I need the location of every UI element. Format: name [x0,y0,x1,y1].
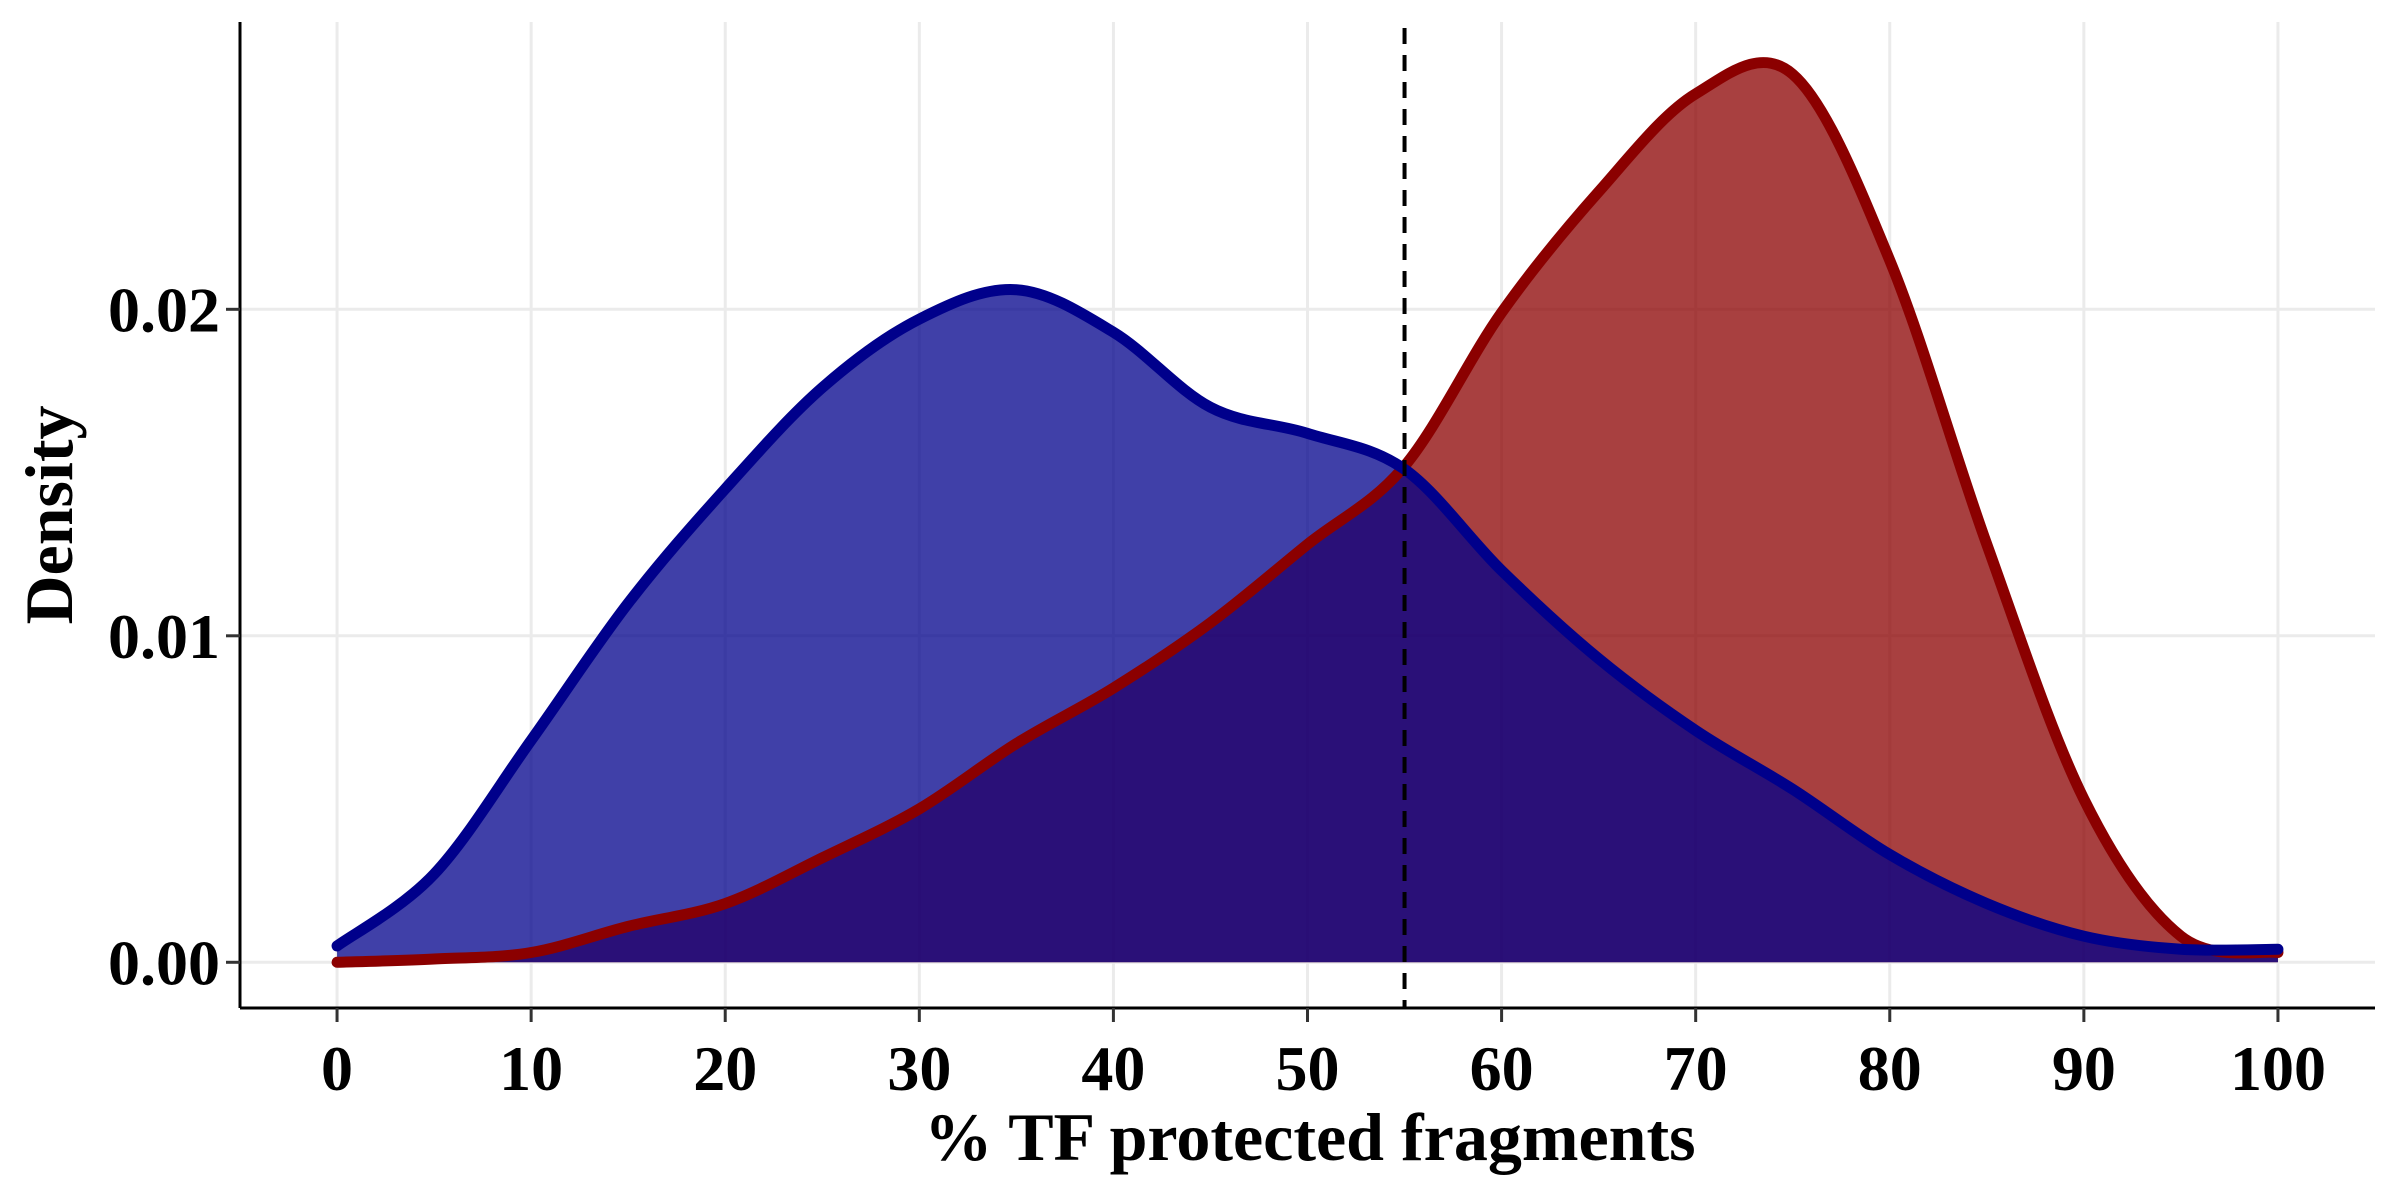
y-tick-label: 0.02 [108,274,220,345]
x-tick-label: 10 [499,1033,563,1104]
x-tick-label: 90 [2052,1033,2116,1104]
y-tick-label: 0.01 [108,601,220,672]
x-tick-label: 100 [2230,1033,2326,1104]
y-axis-title: Density [11,405,87,624]
density-curve-2 [331,284,2284,956]
x-tick-label: 40 [1081,1033,1145,1104]
x-tick-label: 20 [693,1033,757,1104]
x-tick-label: 0 [321,1033,353,1104]
tick-layer: 0 10 20 30 40 50 60 70 80 90 100 0.00 0.01 0.02 [108,274,2326,1104]
x-tick-label: 50 [1276,1033,1340,1104]
density-area-fill-1 [337,62,2278,963]
x-tick-label: 60 [1470,1033,1534,1104]
x-axis-title: % TF protected fragments [924,1099,1695,1175]
y-tick-label: 0.00 [108,927,220,998]
x-tick-label: 80 [1858,1033,1922,1104]
x-tick-label: 70 [1664,1033,1728,1104]
x-tick-label: 30 [887,1033,951,1104]
